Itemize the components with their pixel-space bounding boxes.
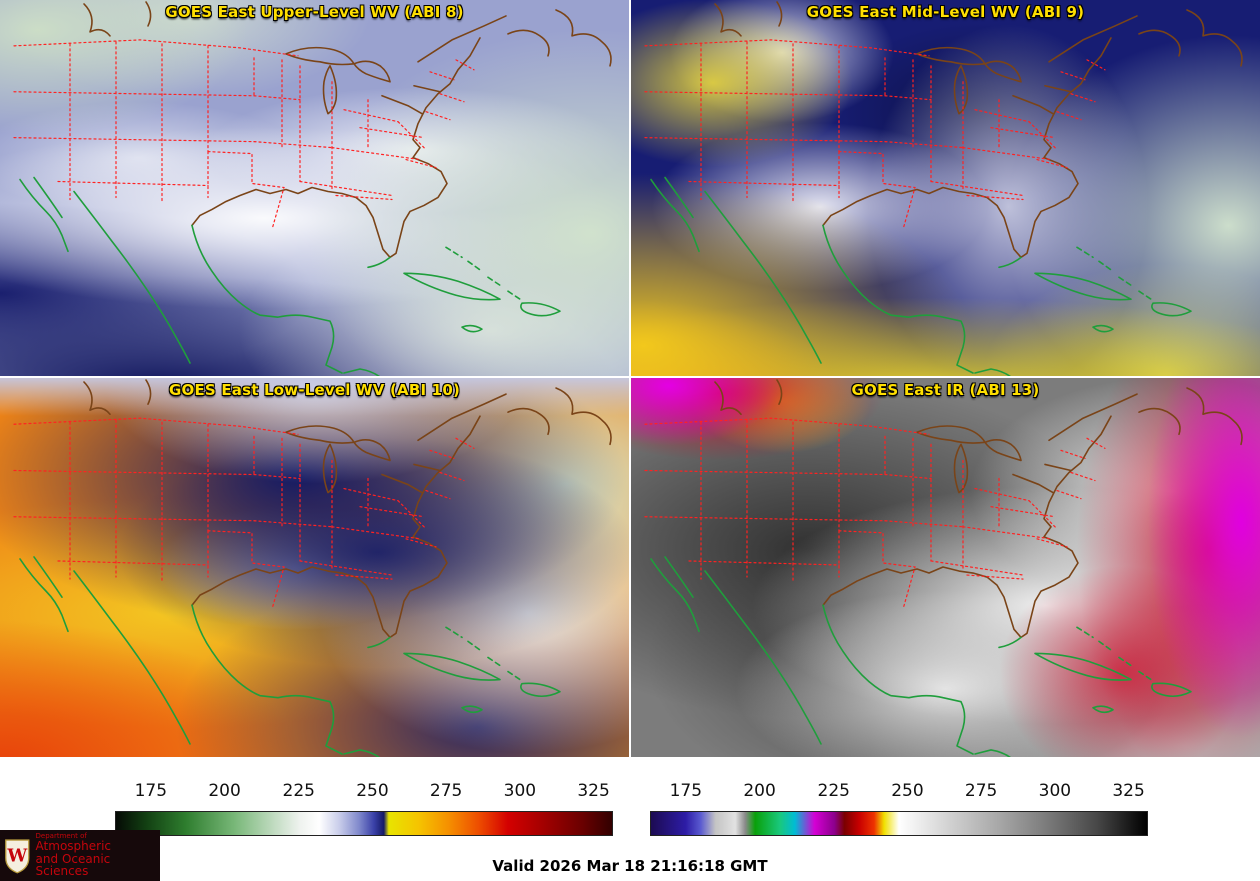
- panel-ir: GOES East IR (ABI 13): [631, 378, 1260, 757]
- panel-title-low-wv: GOES East Low-Level WV (ABI 10): [168, 381, 461, 399]
- panel-title-upper-wv: GOES East Upper-Level WV (ABI 8): [165, 3, 464, 21]
- map-boundaries-overlay: [644, 379, 1243, 757]
- panel-mid-level-wv: GOES East Mid-Level WV (ABI 9): [631, 0, 1260, 376]
- footer: 175 200 225 250 275 300 325 175 200 225 …: [0, 757, 1260, 881]
- tick-label: 300: [503, 781, 537, 801]
- tick-label: 300: [1038, 781, 1072, 801]
- valid-timestamp: Valid 2026 Mar 18 21:16:18 GMT: [492, 857, 768, 875]
- tick-label: 175: [134, 781, 168, 801]
- map-boundaries-overlay: [644, 1, 1243, 376]
- tick-label: 200: [208, 781, 241, 801]
- panel-title-mid-wv: GOES East Mid-Level WV (ABI 9): [806, 3, 1085, 21]
- tick-label: 175: [669, 781, 703, 801]
- wv-colorbar: [115, 811, 613, 836]
- logo-line-2: Atmospheric: [35, 839, 112, 854]
- panel-grid: GOES East Upper-Level WV (ABI 8) GOES Ea…: [0, 0, 1260, 757]
- map-boundaries-overlay: [13, 1, 612, 376]
- uw-aos-logo: W Department of Atmospheric and Oceanic …: [0, 830, 160, 881]
- tick-label: 275: [964, 781, 998, 801]
- uw-crest-icon: W: [5, 838, 30, 874]
- tick-label: 200: [743, 781, 776, 801]
- tick-label: 275: [429, 781, 463, 801]
- tick-label: 325: [1112, 781, 1145, 801]
- tick-label: 250: [891, 781, 924, 801]
- logo-line-1: Department of: [35, 831, 87, 840]
- panel-title-ir: GOES East IR (ABI 13): [851, 381, 1040, 399]
- logo-line-3: and Oceanic Sciences: [35, 851, 111, 879]
- ir-colorbar-group: 175 200 225 250 275 300 325: [650, 757, 1148, 847]
- tick-label: 225: [817, 781, 850, 801]
- map-boundaries-overlay: [13, 379, 612, 757]
- ir-colorbar: [650, 811, 1148, 836]
- tick-label: 250: [356, 781, 389, 801]
- wv-colorbar-ticks: 175 200 225 250 275 300 325: [115, 781, 613, 803]
- panel-low-level-wv: GOES East Low-Level WV (ABI 10): [0, 378, 629, 757]
- ir-colorbar-ticks: 175 200 225 250 275 300 325: [650, 781, 1148, 803]
- tick-label: 325: [577, 781, 610, 801]
- panel-upper-level-wv: GOES East Upper-Level WV (ABI 8): [0, 0, 629, 376]
- tick-label: 225: [282, 781, 315, 801]
- svg-text:W: W: [6, 845, 28, 866]
- wv-colorbar-group: 175 200 225 250 275 300 325: [115, 757, 613, 847]
- logo-text: Department of Atmospheric and Oceanic Sc…: [35, 831, 160, 879]
